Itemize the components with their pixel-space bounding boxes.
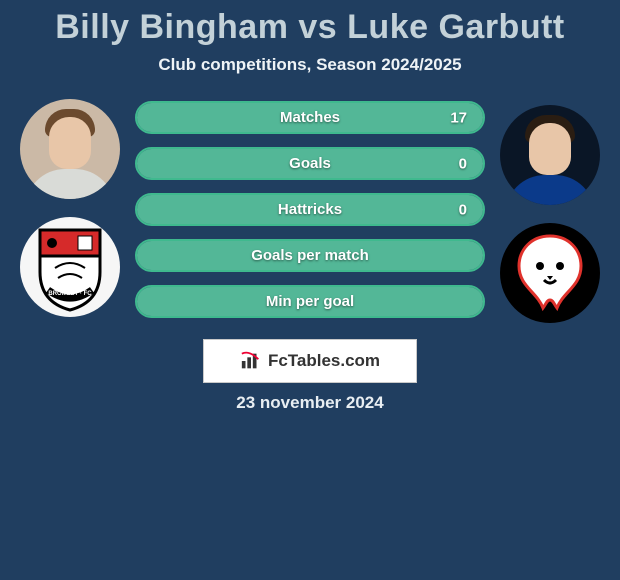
club-right-badge — [500, 223, 600, 323]
lion-icon — [507, 230, 593, 316]
player-right-avatar — [500, 105, 600, 205]
bar-label: Goals — [137, 149, 483, 178]
bar-goals: Goals 0 — [135, 147, 485, 180]
bar-matches: Matches 17 — [135, 101, 485, 134]
bar-label: Matches — [137, 103, 483, 132]
comparison-card: Billy Bingham vs Luke Garbutt Club compe… — [0, 0, 620, 413]
brand-box: FcTables.com — [203, 339, 417, 383]
page-title: Billy Bingham vs Luke Garbutt — [0, 8, 620, 47]
bar-label: Goals per match — [137, 241, 483, 270]
bar-chart-icon — [240, 351, 262, 371]
bar-label: Min per goal — [137, 287, 483, 316]
stat-bars: Matches 17 Goals 0 Hattricks 0 Goals per… — [135, 95, 485, 318]
bar-hattricks: Hattricks 0 — [135, 193, 485, 226]
date-label: 23 november 2024 — [0, 393, 620, 413]
player-left-avatar — [20, 99, 120, 199]
bar-min-per-goal: Min per goal — [135, 285, 485, 318]
club-left-badge: BROMLEY · FC — [20, 217, 120, 317]
left-column: BROMLEY · FC — [15, 95, 125, 317]
shield-icon: BROMLEY · FC — [30, 222, 110, 312]
main-row: BROMLEY · FC Matches 17 Goals 0 Hattrick… — [0, 95, 620, 323]
bar-value: 17 — [450, 109, 467, 126]
right-column — [495, 95, 605, 323]
svg-text:BROMLEY · FC: BROMLEY · FC — [48, 291, 92, 297]
subtitle: Club competitions, Season 2024/2025 — [0, 55, 620, 75]
bar-label: Hattricks — [137, 195, 483, 224]
bar-value: 0 — [459, 201, 467, 218]
bar-value: 0 — [459, 155, 467, 172]
bar-goals-per-match: Goals per match — [135, 239, 485, 272]
brand-label: FcTables.com — [268, 351, 380, 371]
